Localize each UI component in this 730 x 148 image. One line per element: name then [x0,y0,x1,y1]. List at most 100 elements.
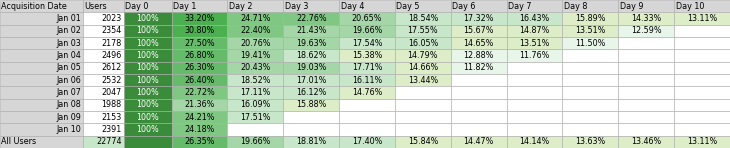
Text: 19.03%: 19.03% [296,63,326,72]
Bar [395,25,451,37]
Bar [0,37,83,49]
Bar [283,49,339,62]
Text: 15.88%: 15.88% [296,100,326,109]
Bar [83,37,124,49]
Bar [124,136,172,148]
Bar [172,86,228,99]
Bar [675,49,730,62]
Text: Day 4: Day 4 [341,2,364,11]
Bar [283,99,339,111]
Text: Jan 04: Jan 04 [56,51,81,60]
Text: Day 6: Day 6 [453,2,476,11]
Text: 14.66%: 14.66% [408,63,438,72]
Bar [228,123,283,136]
Bar [228,99,283,111]
Text: 17.11%: 17.11% [240,88,271,97]
Bar [339,37,395,49]
Bar [172,123,228,136]
Text: 20.76%: 20.76% [240,39,271,48]
Bar [395,49,451,62]
Bar [395,37,451,49]
Text: 26.35%: 26.35% [184,137,215,146]
Bar [675,99,730,111]
Text: 18.81%: 18.81% [296,137,326,146]
Text: 100%: 100% [137,125,159,134]
Bar [395,74,451,86]
Bar [675,111,730,123]
Bar [83,12,124,25]
Bar [395,86,451,99]
Bar [618,123,675,136]
Text: 14.47%: 14.47% [464,137,494,146]
Bar [507,0,563,12]
Text: 14.79%: 14.79% [407,51,438,60]
Text: 100%: 100% [137,14,159,23]
Bar [0,136,83,148]
Text: Jan 02: Jan 02 [56,26,81,35]
Bar [451,0,507,12]
Text: 20.65%: 20.65% [352,14,383,23]
Bar [507,136,563,148]
Bar [228,25,283,37]
Text: 100%: 100% [137,76,159,85]
Bar [507,86,563,99]
Bar [83,74,124,86]
Text: Jan 01: Jan 01 [56,14,81,23]
Text: 2047: 2047 [101,88,122,97]
Bar [172,37,228,49]
Bar [618,111,675,123]
Bar [0,62,83,74]
Bar [507,99,563,111]
Bar [563,74,618,86]
Bar [228,0,283,12]
Bar [283,74,339,86]
Bar [83,136,124,148]
Bar [675,0,730,12]
Bar [172,25,228,37]
Bar [563,37,618,49]
Bar [83,111,124,123]
Bar [618,136,675,148]
Text: 11.50%: 11.50% [575,39,606,48]
Text: 15.67%: 15.67% [464,26,494,35]
Text: 100%: 100% [137,100,159,109]
Text: 1988: 1988 [101,100,122,109]
Bar [283,111,339,123]
Text: 16.09%: 16.09% [240,100,271,109]
Bar [451,62,507,74]
Bar [339,123,395,136]
Text: 27.50%: 27.50% [184,39,215,48]
Bar [124,12,172,25]
Text: 18.62%: 18.62% [296,51,326,60]
Text: Day 8: Day 8 [564,2,588,11]
Text: Day 0: Day 0 [126,2,149,11]
Bar [618,0,675,12]
Bar [563,86,618,99]
Text: 13.63%: 13.63% [575,137,605,146]
Bar [451,37,507,49]
Bar [451,74,507,86]
Text: 2496: 2496 [101,51,122,60]
Text: Day 3: Day 3 [285,2,308,11]
Text: 26.30%: 26.30% [184,63,215,72]
Text: 22.40%: 22.40% [240,26,271,35]
Bar [339,62,395,74]
Text: 24.21%: 24.21% [184,113,215,122]
Bar [507,37,563,49]
Bar [172,136,228,148]
Text: 2391: 2391 [101,125,122,134]
Bar [228,12,283,25]
Bar [83,123,124,136]
Bar [563,123,618,136]
Bar [563,111,618,123]
Bar [451,99,507,111]
Text: All Users: All Users [1,137,36,146]
Bar [675,136,730,148]
Text: Day 2: Day 2 [229,2,253,11]
Text: 22774: 22774 [96,137,122,146]
Text: Jan 06: Jan 06 [56,76,81,85]
Bar [83,99,124,111]
Bar [451,123,507,136]
Bar [283,86,339,99]
Bar [563,99,618,111]
